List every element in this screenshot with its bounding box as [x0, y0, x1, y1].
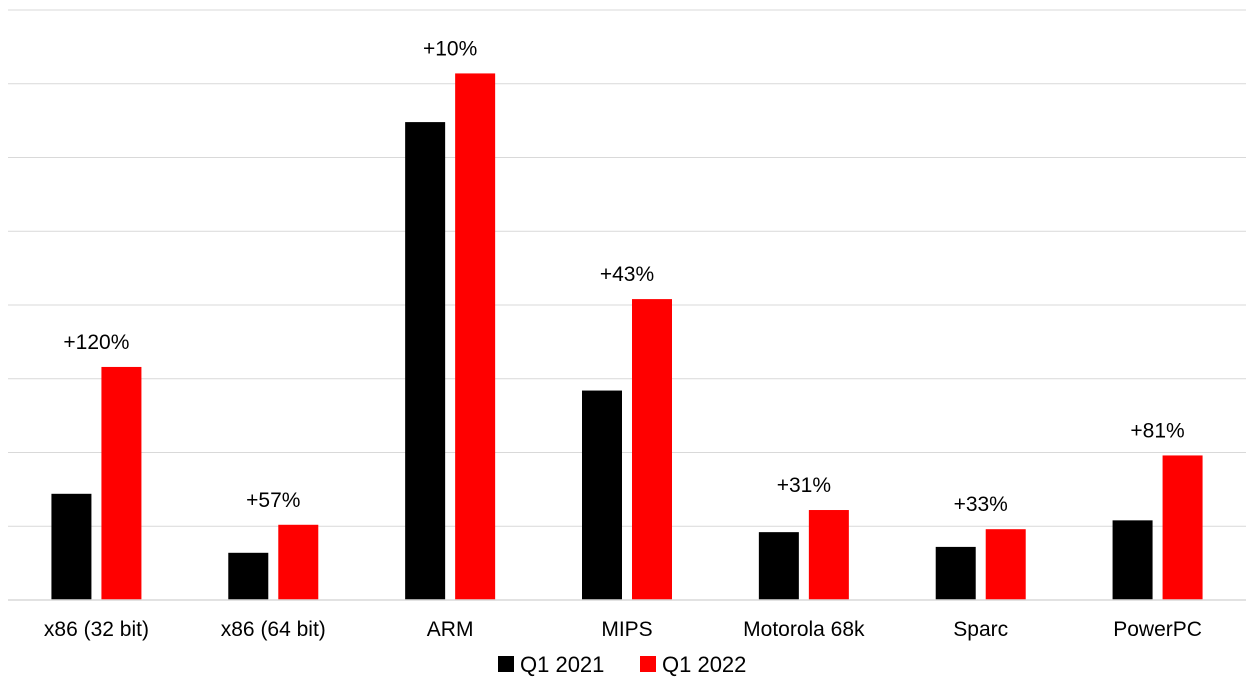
bar-q1-2021-5	[935, 546, 976, 600]
bar-q1-2021-2	[405, 122, 446, 600]
x-tick-label: Motorola 68k	[743, 618, 865, 641]
x-axis-tick-labels: x86 (32 bit) x86 (64 bit) ARM MIPS Motorola …	[44, 618, 1202, 641]
data-label: +43%	[600, 263, 654, 286]
bar-q1-2022-1	[278, 524, 319, 600]
data-label: +33%	[954, 493, 1008, 516]
bar-q1-2021-3	[582, 390, 622, 600]
legend-label: Q1 2021	[520, 652, 604, 677]
bar-q1-2021-1	[228, 552, 269, 600]
x-tick-label: ARM	[427, 618, 474, 641]
legend-swatch	[498, 656, 514, 672]
bars	[51, 73, 1203, 601]
legend: Q1 2021 Q1 2022	[498, 652, 746, 677]
data-label: +120%	[63, 331, 129, 354]
data-label: +10%	[423, 37, 477, 60]
x-tick-label: x86 (32 bit)	[44, 618, 149, 641]
legend-swatch	[640, 656, 656, 672]
bar-q1-2022-6	[1162, 455, 1203, 600]
x-tick-label: PowerPC	[1113, 618, 1202, 641]
data-label: +31%	[777, 474, 831, 497]
bar-q1-2022-5	[985, 529, 1026, 600]
bar-q1-2022-2	[455, 73, 496, 601]
x-tick-label: MIPS	[601, 618, 652, 641]
data-label: +81%	[1130, 419, 1184, 442]
x-tick-label: Sparc	[953, 618, 1008, 641]
bar-q1-2021-4	[758, 532, 799, 600]
x-tick-label: x86 (64 bit)	[221, 618, 326, 641]
bar-q1-2022-4	[808, 510, 849, 600]
data-label: +57%	[246, 489, 300, 512]
bar-q1-2021-0	[51, 493, 92, 600]
gridlines	[8, 9, 1246, 527]
data-labels: +120% +57% +10% +43% +31% +33% +81%	[63, 37, 1184, 516]
bar-q1-2022-0	[101, 366, 142, 600]
legend-label: Q1 2022	[662, 652, 746, 677]
bar-q1-2022-3	[632, 299, 672, 600]
bar-q1-2021-6	[1112, 520, 1153, 600]
